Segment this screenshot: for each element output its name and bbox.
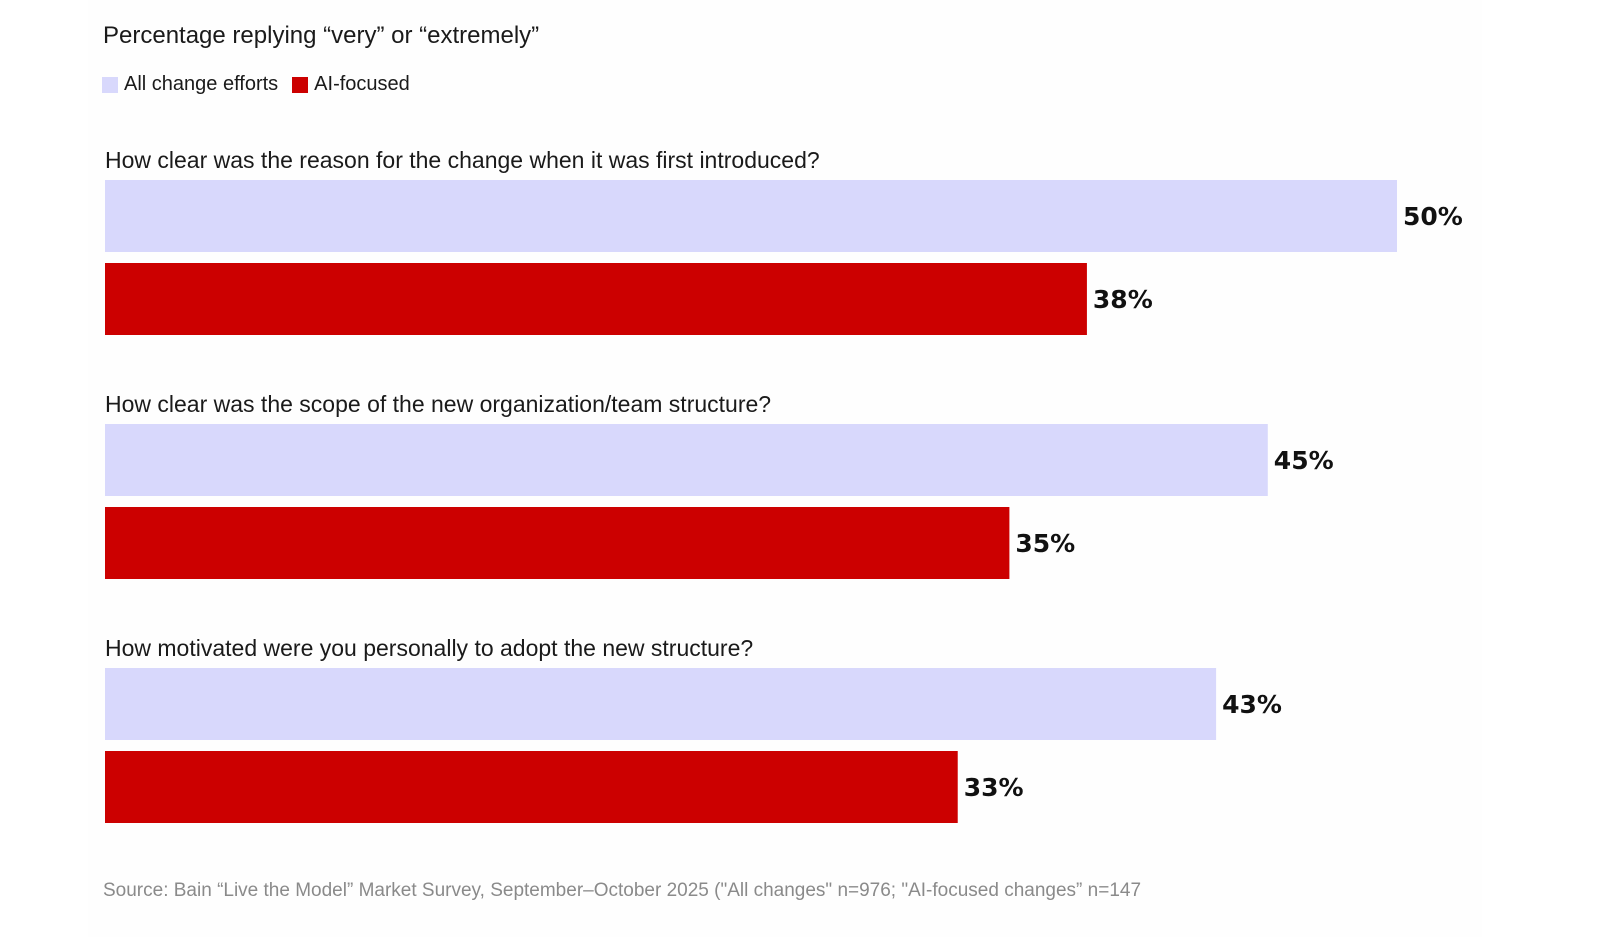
- category-label: How clear was the reason for the change …: [105, 147, 820, 173]
- legend-item-all-change-efforts: All change efforts: [102, 73, 278, 96]
- bar-ai-focused: [105, 263, 1087, 335]
- bar-all-change-efforts: [105, 180, 1397, 252]
- data-label: 45%: [1274, 446, 1334, 475]
- bar-ai-focused: [105, 507, 1010, 579]
- data-label: 43%: [1222, 690, 1282, 719]
- bar-ai-focused: [105, 751, 958, 823]
- bar-all-change-efforts: [105, 668, 1217, 740]
- legend-label-all-change-efforts: All change efforts: [124, 73, 279, 95]
- legend: All change efforts AI-focused: [102, 73, 410, 96]
- data-label: 38%: [1093, 285, 1153, 314]
- source-note: Source: Bain “Live the Model” Market Sur…: [103, 880, 1142, 901]
- category-label: How motivated were you personally to ado…: [105, 635, 753, 661]
- legend-item-ai-focused: AI-focused: [292, 73, 410, 96]
- data-label: 50%: [1403, 202, 1463, 231]
- data-label: 33%: [964, 773, 1024, 802]
- category-label: How clear was the scope of the new organ…: [105, 391, 771, 417]
- legend-label-ai-focused: AI-focused: [314, 73, 410, 95]
- chart-subtitle: Percentage replying “very” or “extremely…: [103, 22, 540, 49]
- data-label: 35%: [1015, 529, 1075, 558]
- bar-all-change-efforts: [105, 424, 1268, 496]
- legend-swatch-ai-focused: [292, 76, 309, 93]
- legend-swatch-all-change-efforts: [102, 76, 118, 93]
